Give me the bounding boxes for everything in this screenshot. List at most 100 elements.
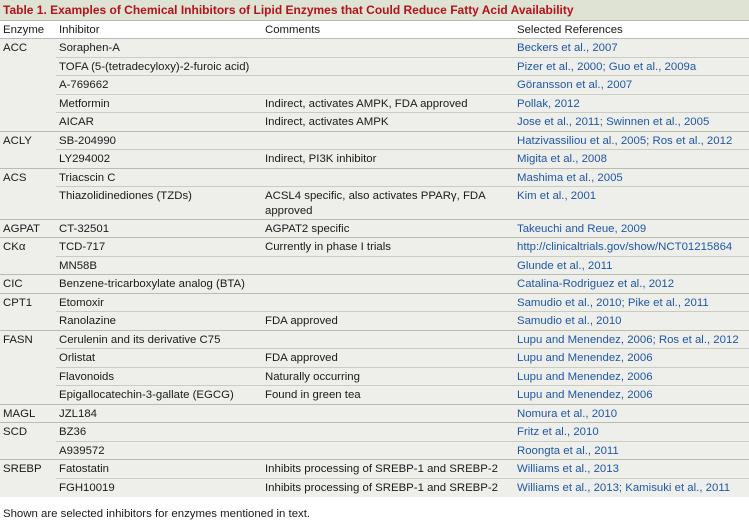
- enzyme-cell: SCD: [0, 422, 56, 441]
- reference-cell[interactable]: Jose et al., 2011; Swinnen et al., 2005: [514, 112, 749, 131]
- enzyme-cell: [0, 386, 56, 405]
- inhibitor-cell: SB-204990: [56, 130, 262, 150]
- reference-cell[interactable]: Pizer et al., 2000; Guo et al., 2009a: [514, 56, 749, 76]
- inhibitor-cell: Metformin: [56, 93, 262, 113]
- column-header-comments: Comments: [262, 21, 514, 39]
- reference-cell[interactable]: Kim et al., 2001: [514, 186, 749, 219]
- comments-cell: ACSL4 specific, also activates PPARγ, FD…: [262, 186, 514, 219]
- enzyme-cell: [0, 57, 56, 76]
- comments-cell: [262, 440, 514, 460]
- table-row: Ranolazine FDA approved Samudio et al., 20…: [0, 311, 749, 330]
- table-body: ACC Soraphen-A Beckers et al., 2007 TOFA (5…: [0, 38, 749, 497]
- reference-cell[interactable]: Takeuchi and Reue, 2009: [514, 218, 749, 238]
- reference-cell[interactable]: Beckers et al., 2007: [514, 38, 749, 57]
- comments-cell: AGPAT2 specific: [262, 218, 514, 238]
- inhibitor-cell: Epigallocatechin-3-gallate (EGCG): [56, 385, 262, 404]
- enzyme-cell: [0, 150, 56, 169]
- table-row: AGPAT CT-32501 AGPAT2 specific Takeuchi and…: [0, 218, 749, 238]
- inhibitor-cell: Soraphen-A: [56, 38, 262, 57]
- comments-cell: Found in green tea: [262, 385, 514, 404]
- inhibitor-cell: FGH10019: [56, 477, 262, 497]
- reference-cell[interactable]: Göransson et al., 2007: [514, 75, 749, 94]
- enzyme-cell: [0, 187, 56, 220]
- reference-cell[interactable]: Lupu and Menendez, 2006: [514, 348, 749, 367]
- table-row: CPT1 Etomoxir Samudio et al., 2010; Pike e…: [0, 292, 749, 312]
- table-row: MN58B Glunde et al., 2011: [0, 255, 749, 275]
- inhibitor-cell: Thiazolidinediones (TZDs): [56, 186, 262, 219]
- reference-cell[interactable]: Hatzivassiliou et al., 2005; Ros et al.,…: [514, 130, 749, 150]
- reference-cell[interactable]: Fritz et al., 2010: [514, 422, 749, 441]
- enzyme-cell: CIC: [0, 274, 56, 293]
- inhibitor-cell: BZ36: [56, 422, 262, 441]
- comments-cell: [262, 422, 514, 441]
- reference-cell[interactable]: Mashima et al., 2005: [514, 167, 749, 187]
- reference-cell[interactable]: Roongta et al., 2011: [514, 440, 749, 460]
- table-row: MAGL JZL184 Nomura et al., 2010: [0, 403, 749, 423]
- table-row: SREBP Fatostatin Inhibits processing of SR…: [0, 459, 749, 478]
- reference-cell[interactable]: Lupu and Menendez, 2006: [514, 366, 749, 386]
- table-row: Orlistat FDA approved Lupu and Menendez, 2…: [0, 348, 749, 368]
- enzyme-cell: AGPAT: [0, 218, 56, 238]
- table-row: FASN Cerulenin and its derivative C75 Lupu…: [0, 329, 749, 349]
- comments-cell: Inhibits processing of SREBP-1 and SREBP…: [262, 477, 514, 497]
- reference-cell[interactable]: Migita et al., 2008: [514, 149, 749, 168]
- table-row: Metformin Indirect, activates AMPK, FDA a…: [0, 93, 749, 113]
- table-row: Thiazolidinediones (TZDs) ACSL4 specific,…: [0, 186, 749, 220]
- reference-cell[interactable]: Samudio et al., 2010; Pike et al., 2011: [514, 292, 749, 312]
- inhibitor-cell: JZL184: [56, 403, 262, 423]
- reference-cell[interactable]: Lupu and Menendez, 2006; Ros et al., 201…: [514, 329, 749, 349]
- comments-cell: FDA approved: [262, 311, 514, 330]
- enzyme-cell: [0, 113, 56, 132]
- reference-cell[interactable]: http://clinicaltrials.gov/show/NCT012158…: [514, 237, 749, 256]
- inhibitor-cell: A939572: [56, 440, 262, 460]
- comments-cell: Naturally occurring: [262, 366, 514, 386]
- table-row: CKα TCD-717 Currently in phase I trials htt…: [0, 237, 749, 256]
- comments-cell: FDA approved: [262, 348, 514, 367]
- comments-cell: [262, 329, 514, 349]
- reference-cell[interactable]: Williams et al., 2013; Kamisuki et al., …: [514, 477, 749, 497]
- table-row: AICAR Indirect, activates AMPK Jose et al.…: [0, 112, 749, 132]
- inhibitor-cell: Benzene-tricarboxylate analog (BTA): [56, 274, 262, 293]
- enzyme-cell: [0, 94, 56, 113]
- table-row: TOFA (5-(tetradecyloxy)-2-furoic acid) Pi…: [0, 56, 749, 76]
- comments-cell: Inhibits processing of SREBP-1 and SREBP…: [262, 459, 514, 478]
- enzyme-cell: [0, 441, 56, 460]
- reference-cell[interactable]: Pollak, 2012: [514, 93, 749, 113]
- reference-cell[interactable]: Williams et al., 2013: [514, 459, 749, 478]
- table-row: ACLY SB-204990 Hatzivassiliou et al., 2005…: [0, 130, 749, 150]
- reference-cell[interactable]: Glunde et al., 2011: [514, 255, 749, 275]
- table-row: SCD BZ36 Fritz et al., 2010: [0, 422, 749, 441]
- comments-cell: [262, 274, 514, 293]
- comments-cell: [262, 38, 514, 57]
- enzyme-cell: FASN: [0, 329, 56, 349]
- inhibitor-cell: Cerulenin and its derivative C75: [56, 329, 262, 349]
- comments-cell: [262, 130, 514, 150]
- comments-cell: [262, 292, 514, 312]
- enzyme-cell: [0, 256, 56, 275]
- reference-cell[interactable]: Samudio et al., 2010: [514, 311, 749, 330]
- column-header-references: Selected References: [514, 21, 749, 39]
- enzyme-cell: [0, 478, 56, 497]
- table-row: ACC Soraphen-A Beckers et al., 2007: [0, 38, 749, 57]
- comments-cell: [262, 56, 514, 76]
- inhibitor-cell: Etomoxir: [56, 292, 262, 312]
- enzyme-cell: MAGL: [0, 403, 56, 423]
- enzyme-cell: [0, 76, 56, 95]
- reference-cell[interactable]: Catalina-Rodriguez et al., 2012: [514, 274, 749, 293]
- header-row: Enzyme Inhibitor Comments Selected Refer…: [0, 21, 749, 39]
- comments-cell: [262, 75, 514, 94]
- column-header-inhibitor: Inhibitor: [56, 21, 262, 39]
- reference-cell[interactable]: Nomura et al., 2010: [514, 403, 749, 423]
- comments-cell: [262, 167, 514, 187]
- enzyme-cell: ACS: [0, 167, 56, 187]
- table-title: Table 1. Examples of Chemical Inhibitors…: [0, 0, 749, 21]
- inhibitor-cell: Ranolazine: [56, 311, 262, 330]
- inhibitor-cell: Triacscin C: [56, 167, 262, 187]
- enzyme-cell: [0, 349, 56, 368]
- inhibitor-cell: TCD-717: [56, 237, 262, 256]
- inhibitor-cell: CT-32501: [56, 218, 262, 238]
- inhibitor-cell: AICAR: [56, 112, 262, 131]
- reference-cell[interactable]: Lupu and Menendez, 2006: [514, 385, 749, 404]
- inhibitor-cell: Flavonoids: [56, 366, 262, 386]
